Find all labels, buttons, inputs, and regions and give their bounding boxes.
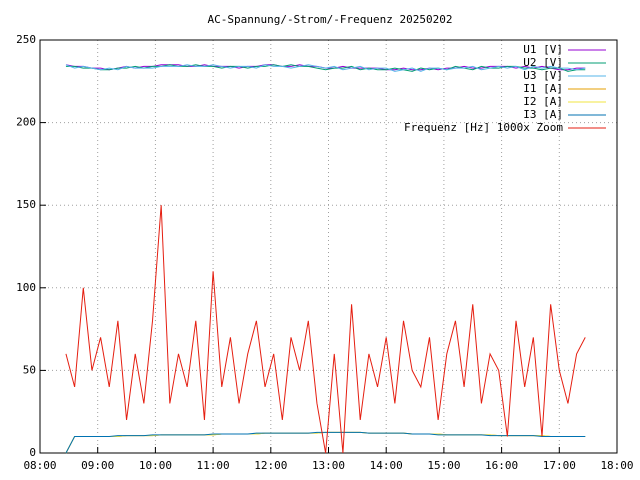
x-tick-label: 13:00 xyxy=(312,459,345,472)
y-tick-label: 50 xyxy=(23,363,36,376)
legend-label: I3 [A] xyxy=(523,108,563,121)
legend-label: I1 [A] xyxy=(523,82,563,95)
series-line xyxy=(65,64,586,72)
x-tick-label: 15:00 xyxy=(427,459,460,472)
y-tick-label: 150 xyxy=(16,198,36,211)
y-tick-label: 0 xyxy=(29,446,36,459)
legend-label: U1 [V] xyxy=(523,43,563,56)
y-tick-label: 100 xyxy=(16,281,36,294)
legend-label: U3 [V] xyxy=(523,69,563,82)
x-tick-label: 14:00 xyxy=(370,459,403,472)
x-tick-label: 10:00 xyxy=(139,459,172,472)
series-line xyxy=(65,431,586,454)
series-line xyxy=(65,64,586,72)
y-tick-label: 200 xyxy=(16,116,36,129)
legend-label: U2 [V] xyxy=(523,56,563,69)
legend-label: I2 [A] xyxy=(523,95,563,108)
x-tick-label: 17:00 xyxy=(543,459,576,472)
chart-title: AC-Spannung/-Strom/-Frequenz 20250202 xyxy=(207,13,452,26)
x-tick-label: 09:00 xyxy=(81,459,114,472)
plot-border xyxy=(39,39,618,454)
x-tick-label: 18:00 xyxy=(600,459,633,472)
x-tick-label: 12:00 xyxy=(254,459,287,472)
series-line xyxy=(65,205,586,454)
legend-label: Frequenz [Hz] 1000x Zoom xyxy=(404,121,563,134)
series-line xyxy=(65,64,586,71)
x-tick-label: 16:00 xyxy=(485,459,518,472)
x-tick-label: 11:00 xyxy=(197,459,230,472)
y-tick-label: 250 xyxy=(16,33,36,46)
x-tick-label: 08:00 xyxy=(23,459,56,472)
